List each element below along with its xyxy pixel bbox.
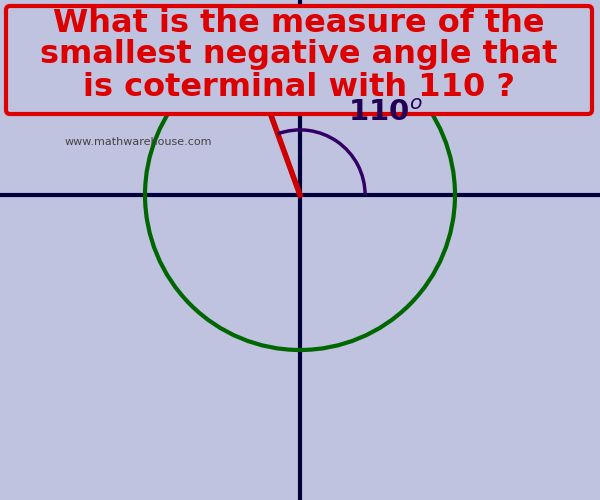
Text: 110$^o$: 110$^o$ <box>349 99 423 127</box>
FancyBboxPatch shape <box>6 6 592 114</box>
Text: www.mathwarehouse.com: www.mathwarehouse.com <box>65 137 212 147</box>
Text: is coterminal with 110 ?: is coterminal with 110 ? <box>83 72 515 102</box>
Text: smallest negative angle that: smallest negative angle that <box>40 40 558 70</box>
Text: What is the measure of the: What is the measure of the <box>53 8 545 38</box>
